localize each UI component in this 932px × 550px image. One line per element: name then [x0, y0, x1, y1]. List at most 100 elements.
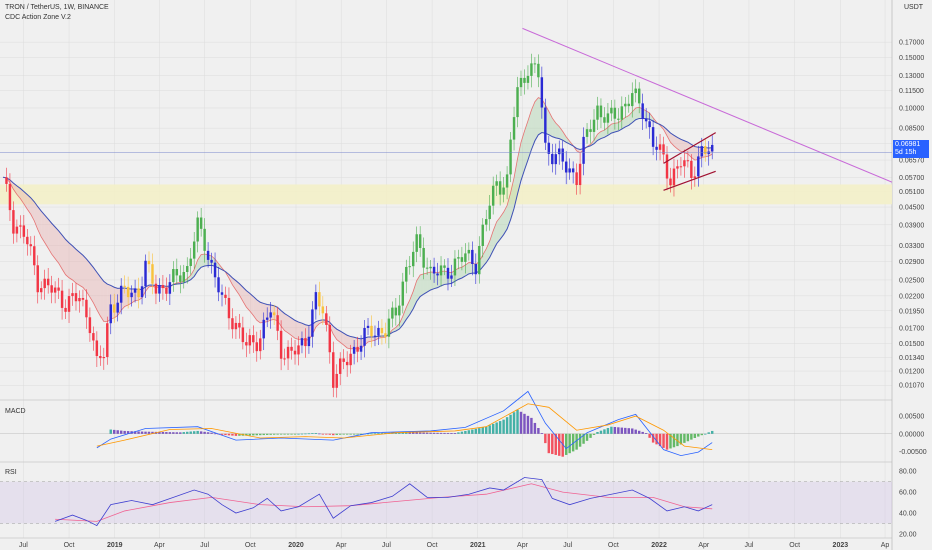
macd-histogram-bar [415, 432, 418, 434]
macd-histogram-bar [335, 433, 338, 435]
candle-body [109, 304, 112, 324]
candle-body [537, 63, 540, 78]
ema-cloud-segment [301, 323, 306, 341]
ema-cloud-segment [232, 277, 236, 290]
candle-body [627, 103, 630, 107]
candle-body [641, 103, 644, 119]
macd-title: MACD [5, 408, 26, 415]
macd-histogram-bar [338, 433, 342, 435]
candle-body [651, 127, 655, 147]
macd-histogram-bar [575, 433, 578, 450]
macd-histogram-bar [342, 433, 345, 435]
macd-histogram-bar [495, 422, 498, 434]
macd-histogram-bar [488, 425, 491, 434]
time-tick-label: Oct [427, 542, 438, 549]
macd-histogram-bar [373, 433, 377, 435]
macd-tick-label: 0.00000 [899, 431, 924, 438]
macd-histogram-bar [631, 428, 634, 434]
ema-cloud-segment [13, 183, 17, 195]
macd-histogram-bar [516, 409, 519, 434]
candle-body [571, 168, 575, 173]
macd-histogram-bar [137, 431, 140, 434]
candle-body [137, 288, 140, 298]
candle-body [478, 246, 481, 275]
ema-cloud-segment [201, 254, 205, 268]
price-tick-label: 0.05100 [899, 189, 924, 196]
macd-histogram-bar [116, 430, 119, 434]
macd-histogram-bar [460, 431, 464, 434]
macd-histogram-bar [672, 433, 676, 448]
time-tick-label: Jul [19, 542, 28, 549]
candle-body [203, 228, 206, 251]
macd-histogram-bar [418, 432, 422, 434]
candle-body [356, 346, 359, 352]
candle-body [172, 269, 175, 283]
candle-body [512, 117, 516, 140]
candle-body [81, 297, 85, 300]
price-tick-label: 0.01200 [899, 369, 924, 376]
ema-cloud-segment [614, 122, 619, 132]
macd-histogram-bar [349, 433, 352, 435]
candle-body [509, 139, 512, 175]
time-tick-label: 2022 [651, 542, 667, 549]
ema-cloud-segment [594, 134, 598, 144]
candle-body [318, 292, 321, 307]
macd-histogram-bar [505, 417, 509, 434]
macd-histogram-bar [582, 433, 585, 444]
candle-body [474, 263, 478, 275]
time-tick-label: 2019 [107, 542, 123, 549]
macd-histogram-bar [196, 430, 199, 434]
price-tick-label: 0.13000 [899, 73, 924, 80]
ema-cloud-segment [256, 299, 261, 323]
ema-cloud-segment [114, 287, 118, 318]
ema-cloud-segment [103, 281, 108, 322]
macd-histogram-bar [151, 431, 154, 434]
candle-body [265, 317, 269, 320]
ema-cloud-segment [319, 319, 323, 324]
macd-histogram-bar [578, 433, 582, 447]
macd-histogram-bar [571, 433, 575, 452]
candle-body [46, 278, 50, 286]
candle-body [67, 296, 71, 312]
ema-cloud-segment [235, 280, 240, 296]
candle-body [710, 144, 714, 152]
candle-body [505, 174, 509, 188]
macd-histogram-bar [405, 432, 408, 434]
time-tick-label: Jul [563, 542, 572, 549]
macd-histogram-bar [186, 431, 189, 434]
candle-body [102, 357, 106, 359]
macd-histogram-bar [429, 432, 432, 434]
candle-body [130, 292, 133, 298]
ema-cloud-segment [100, 276, 104, 322]
macd-histogram-bar [286, 433, 290, 435]
ema-cloud-segment [298, 322, 302, 340]
macd-histogram-bar [439, 432, 443, 434]
candle-body [631, 93, 634, 107]
time-tick-label: 2020 [288, 542, 304, 549]
macd-histogram-bar [175, 432, 179, 434]
macd-histogram-bar [519, 411, 523, 434]
indicator-title: CDC Action Zone V.2 [5, 14, 71, 21]
macd-histogram-bar [450, 433, 453, 434]
ema-cloud-segment [503, 205, 508, 235]
macd-histogram-bar [683, 433, 686, 443]
macd-histogram-bar [592, 433, 596, 435]
ema-cloud-segment [65, 239, 70, 278]
candle-body [5, 177, 8, 184]
candle-body [186, 266, 189, 272]
macd-histogram-bar [589, 433, 592, 438]
candle-body [119, 285, 123, 303]
candle-body [662, 144, 665, 155]
price-badge: 0.06981 5d 15h [893, 140, 929, 158]
macd-histogram-bar [352, 433, 356, 435]
macd-histogram-bar [481, 427, 484, 434]
macd-histogram-bar [370, 433, 373, 435]
candle-body [676, 166, 679, 169]
ema-cloud-segment [465, 262, 469, 276]
ema-cloud-segment [680, 139, 685, 153]
candle-body [335, 373, 338, 388]
ema-cloud-segment [618, 120, 622, 132]
ema-cloud-segment [350, 336, 355, 349]
candle-body [26, 236, 29, 245]
